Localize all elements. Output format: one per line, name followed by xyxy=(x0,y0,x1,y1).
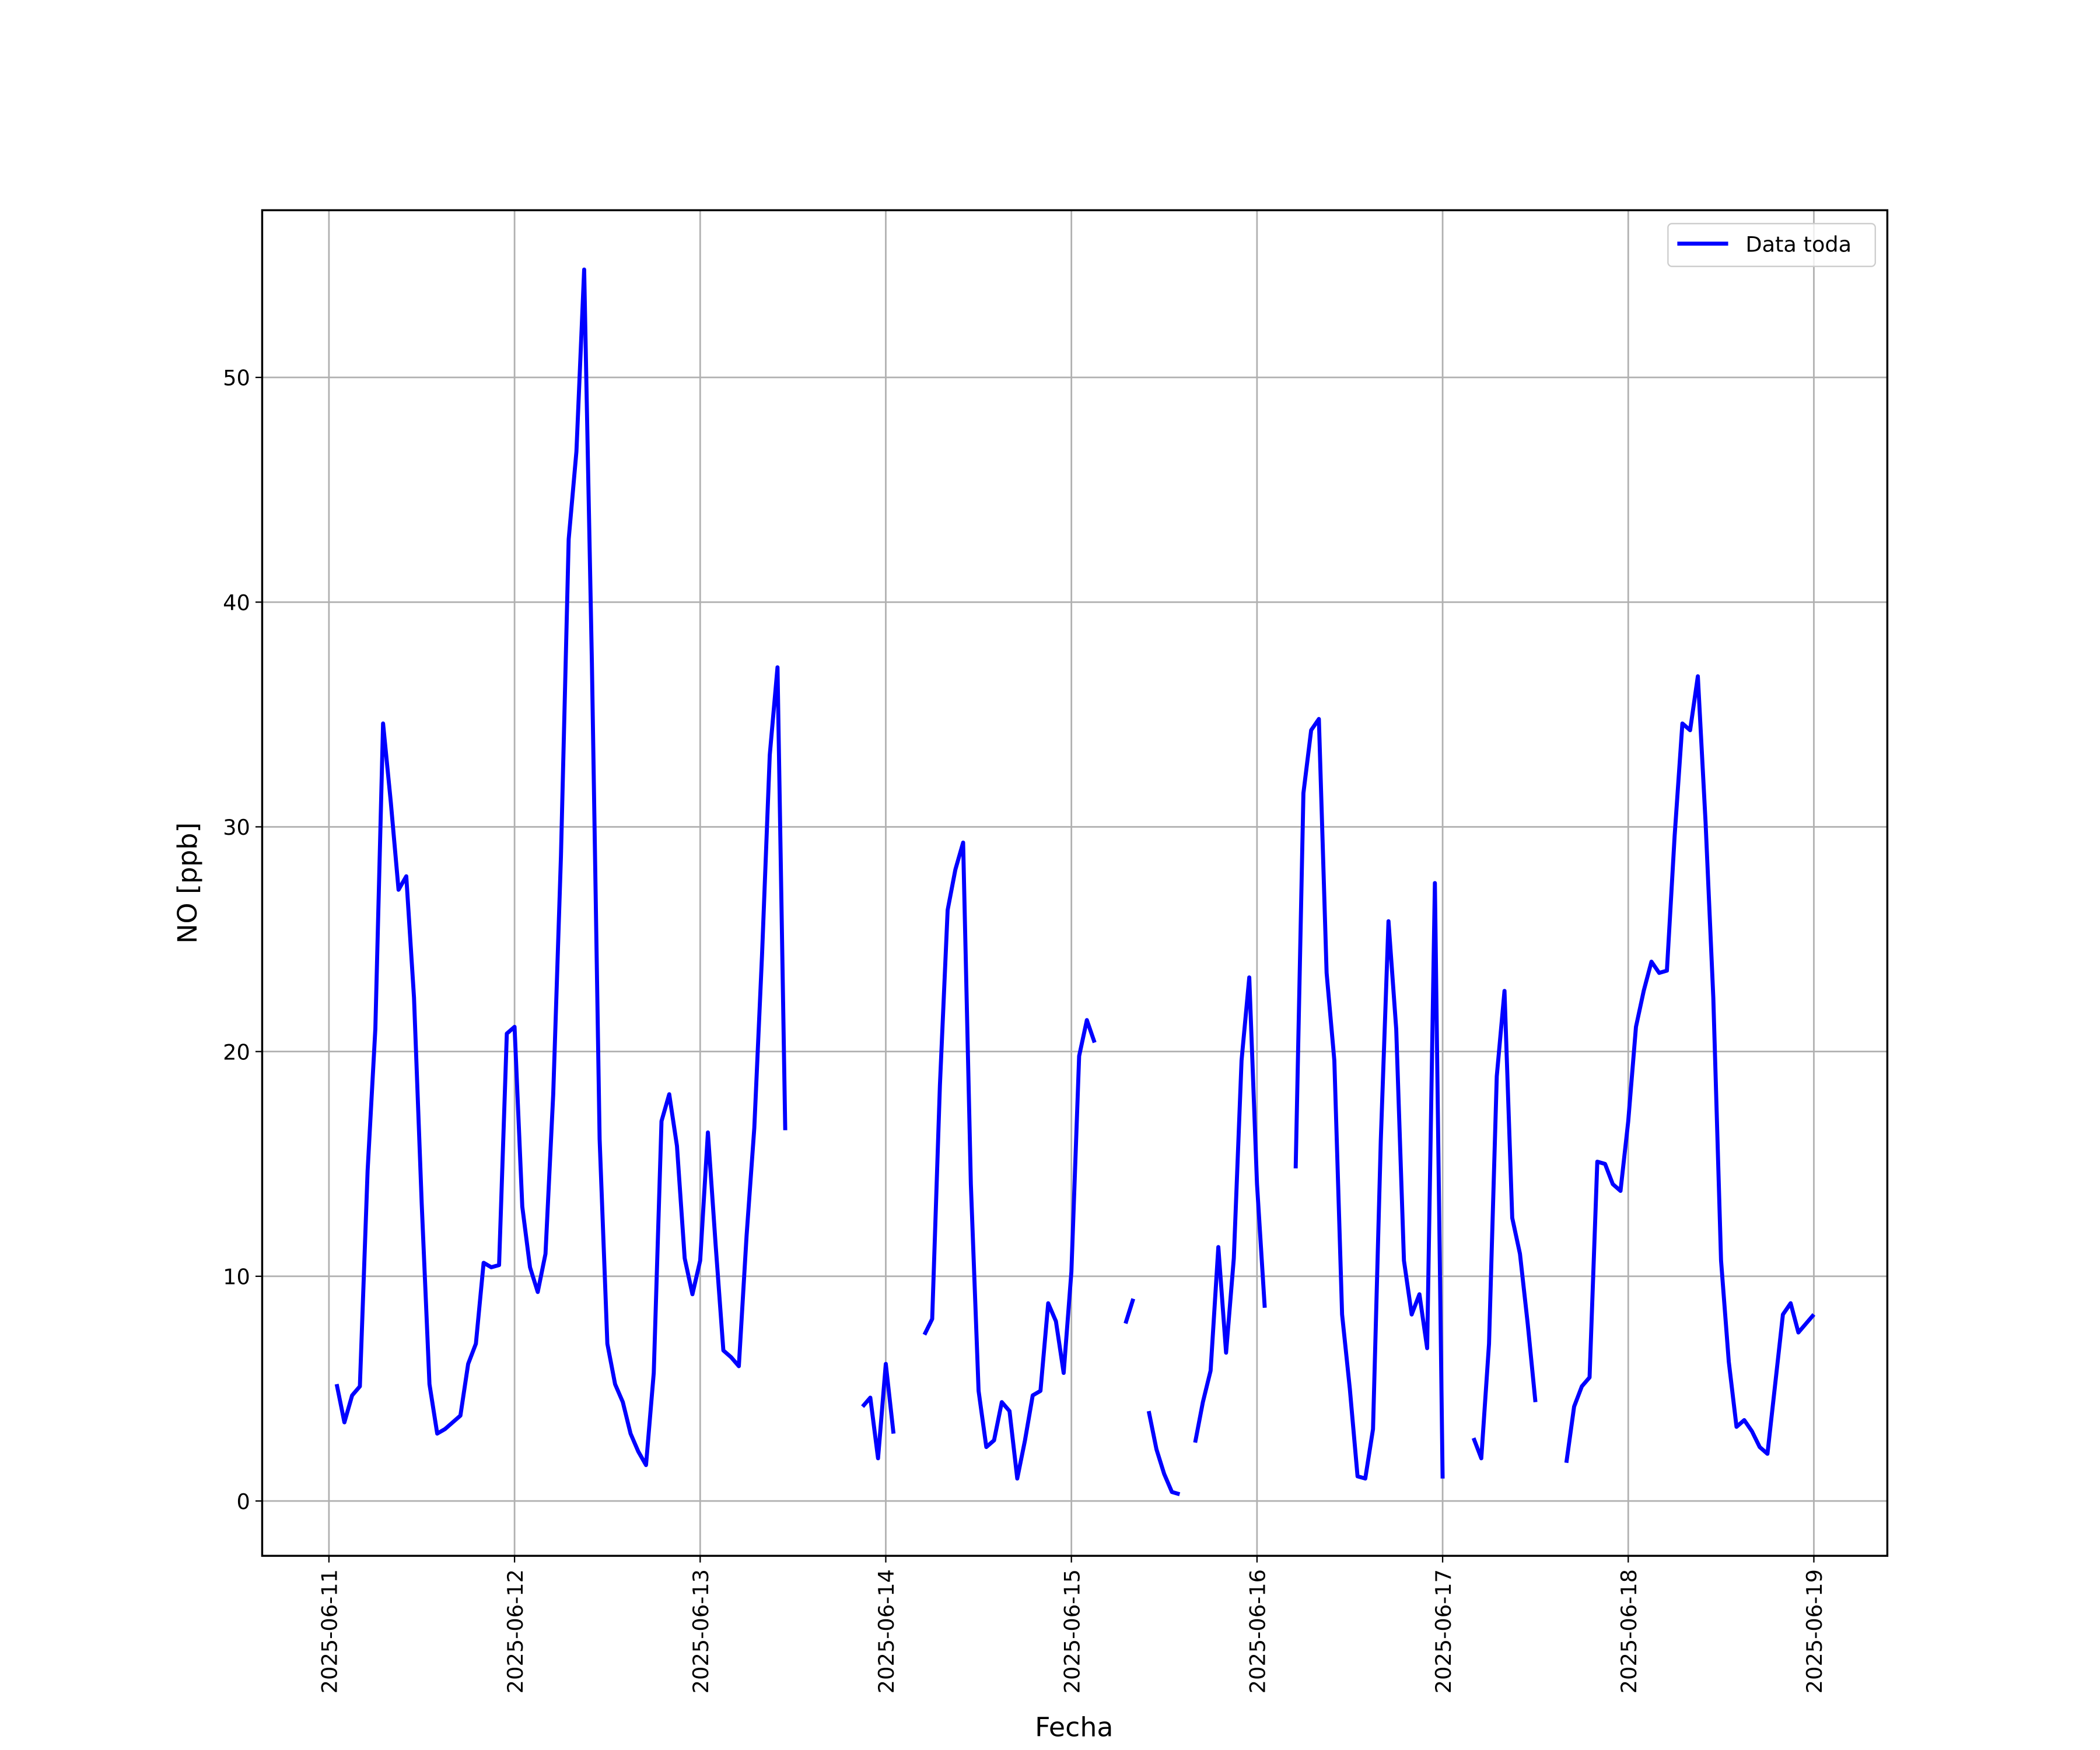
x-tick-label: 2025-06-19 xyxy=(1802,1569,1827,1693)
plot-frame xyxy=(261,209,1889,1557)
data-line xyxy=(334,267,1816,1496)
y-tick-label: 40 xyxy=(223,590,250,615)
legend: Data toda xyxy=(1667,223,1876,267)
x-tick-label: 2025-06-11 xyxy=(317,1569,342,1693)
y-tick-label: 50 xyxy=(223,366,250,391)
x-tick-label: 2025-06-17 xyxy=(1431,1569,1456,1693)
x-tick-label: 2025-06-16 xyxy=(1245,1569,1270,1693)
x-tick-label: 2025-06-14 xyxy=(874,1569,899,1693)
legend-label: Data toda xyxy=(1745,232,1852,257)
x-axis-label: Fecha xyxy=(1035,1712,1113,1743)
x-tick-label: 2025-06-15 xyxy=(1059,1569,1084,1693)
x-tick-label: 2025-06-13 xyxy=(688,1569,713,1693)
x-tick-label: 2025-06-12 xyxy=(503,1569,528,1693)
y-tick-label: 0 xyxy=(236,1489,250,1514)
y-tick-label: 30 xyxy=(223,815,250,840)
y-tick-label: 10 xyxy=(223,1265,250,1290)
legend-box xyxy=(1667,223,1876,267)
y-tick-label: 20 xyxy=(223,1040,250,1065)
grid xyxy=(262,210,1888,1556)
ticks: 0 10 20 30 40 50 2025-06-11 2025-06-12 2025-06-1… xyxy=(223,366,1827,1693)
x-tick-label: 2025-06-18 xyxy=(1616,1569,1642,1693)
plot-lines xyxy=(334,267,1816,1496)
y-axis-label: NO [ppb] xyxy=(172,822,203,944)
